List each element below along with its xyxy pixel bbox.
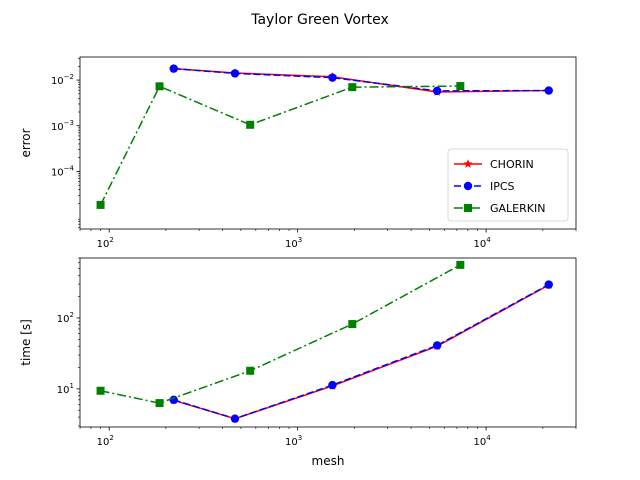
- plot-frame: [79, 257, 577, 428]
- data-point-ipcs: [230, 414, 240, 423]
- data-point-ipcs: [432, 341, 442, 350]
- legend-label-ipcs: IPCS: [490, 180, 515, 193]
- data-point-galerkin: [246, 366, 255, 375]
- data-point-galerkin: [246, 120, 255, 129]
- y-tick-label: 102: [57, 311, 74, 325]
- figure-title: Taylor Green Vortex: [250, 12, 389, 28]
- data-point-galerkin: [155, 399, 164, 408]
- subplot-1: 102 103 104 10−4 10−3 10−2 error CHORIN IPCS GALE…: [19, 56, 577, 250]
- data-point-ipcs: [328, 73, 337, 82]
- x-tick-label: 104: [473, 236, 491, 250]
- series-line-ipcs: [173, 67, 549, 92]
- series-galerkin: [96, 82, 465, 209]
- series-line-galerkin: [100, 264, 461, 404]
- series-line-galerkin: [99, 85, 461, 206]
- legend: CHORIN IPCS GALERKIN: [447, 148, 569, 222]
- data-point-galerkin: [456, 260, 465, 269]
- x-tick-label: 103: [285, 434, 302, 448]
- y-tick-label: 10−2: [51, 73, 74, 87]
- series-chorin: [169, 280, 554, 423]
- data-point-ipcs: [169, 64, 178, 73]
- series-line-chorin: [173, 284, 550, 420]
- legend-box: [447, 148, 569, 222]
- legend-label-galerkin: GALERKIN: [490, 202, 545, 215]
- x-tick-label: 104: [473, 434, 491, 448]
- y-tick-label: 10−3: [51, 119, 74, 133]
- data-point-galerkin: [155, 82, 164, 91]
- legend-marker-chorin: [463, 159, 473, 168]
- x-tick-label: 102: [97, 434, 114, 448]
- legend-marker-galerkin: [464, 204, 472, 212]
- data-point-galerkin: [456, 82, 465, 91]
- series-line-chorin: [173, 67, 549, 93]
- legend-label-chorin: CHORIN: [490, 158, 534, 171]
- series-ipcs: [169, 280, 553, 423]
- subplot-2: 102 103 104 101 102 time [s] mesh: [19, 257, 577, 468]
- data-point-ipcs: [432, 86, 442, 96]
- data-point-galerkin: [348, 83, 357, 92]
- series-line-ipcs: [173, 283, 550, 420]
- y-tick-label: 10−4: [51, 164, 75, 178]
- x-axis-label: mesh: [312, 454, 345, 468]
- data-point-ipcs: [544, 86, 553, 95]
- y-tick-label: 101: [57, 382, 74, 396]
- legend-marker-ipcs: [463, 181, 473, 191]
- data-point-ipcs: [328, 380, 337, 390]
- plot-frame: [79, 56, 577, 230]
- data-point-galerkin: [348, 320, 357, 329]
- series-ipcs: [169, 64, 553, 96]
- y-axis-label: time [s]: [19, 319, 33, 366]
- data-point-ipcs: [230, 69, 240, 78]
- series-galerkin: [96, 260, 465, 408]
- data-point-galerkin: [96, 386, 105, 395]
- x-tick-label: 103: [285, 236, 302, 250]
- data-point-ipcs: [544, 280, 553, 289]
- data-point-ipcs: [169, 395, 178, 405]
- y-axis-label: error: [19, 128, 33, 157]
- data-point-galerkin: [96, 200, 105, 209]
- x-tick-label: 102: [97, 236, 114, 250]
